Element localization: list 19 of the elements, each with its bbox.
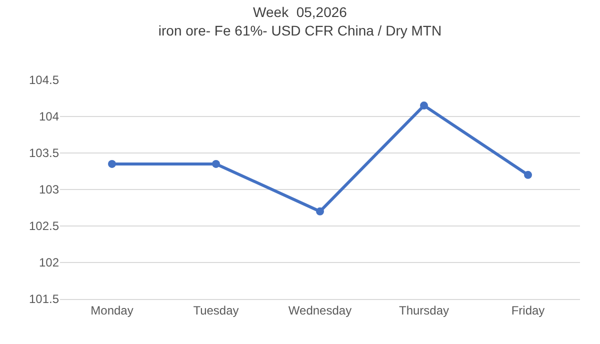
x-tick-label: Tuesday bbox=[193, 303, 239, 318]
y-tick-label: 102.5 bbox=[28, 219, 60, 234]
y-tick-label: 103.5 bbox=[28, 146, 60, 160]
x-tick-label: Friday bbox=[511, 303, 545, 318]
chart-subtitle: iron ore- Fe 61%- USD CFR China / Dry MTN bbox=[158, 22, 442, 38]
y-tick-label: 104.5 bbox=[28, 73, 60, 88]
y-tick-label: 102 bbox=[38, 256, 60, 270]
y-tick-label: 103 bbox=[38, 182, 60, 197]
point bbox=[420, 102, 428, 110]
y-tick-label: 104 bbox=[38, 110, 60, 124]
point bbox=[108, 160, 116, 168]
x-tick-label: Thursday bbox=[398, 303, 450, 318]
x-tick-label: Wednesday bbox=[288, 303, 352, 318]
point bbox=[524, 170, 532, 179]
x-tick-label: Monday bbox=[90, 303, 134, 318]
point bbox=[212, 160, 220, 168]
chart-title: Week 05,2026 bbox=[253, 4, 348, 20]
y-tick-label: 101.5 bbox=[28, 292, 60, 306]
point bbox=[316, 207, 324, 216]
